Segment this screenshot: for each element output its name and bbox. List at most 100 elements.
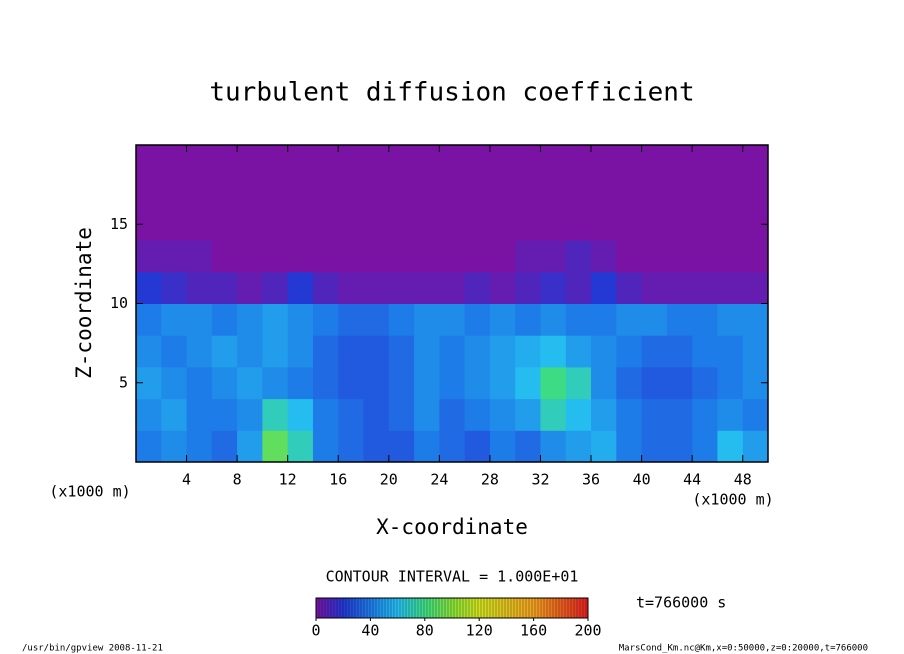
- cell: [591, 303, 617, 336]
- cell: [489, 208, 516, 241]
- cell: [388, 303, 415, 336]
- cell: [591, 145, 617, 178]
- cell: [186, 240, 213, 273]
- cell: [414, 145, 440, 178]
- cell: [161, 208, 188, 241]
- cell: [464, 176, 491, 209]
- cell: [211, 145, 238, 178]
- cell: [742, 240, 769, 273]
- cell: [489, 240, 516, 273]
- cell: [388, 366, 415, 400]
- cell: [717, 271, 744, 304]
- cell: [388, 335, 415, 368]
- cell: [464, 208, 491, 241]
- y-unit: (x1000 m): [49, 483, 130, 501]
- cell: [616, 208, 643, 241]
- cell: [565, 208, 592, 241]
- cell: [363, 145, 390, 178]
- cell: [641, 208, 668, 241]
- cell: [616, 145, 643, 178]
- cell: [439, 240, 466, 273]
- cell: [717, 303, 744, 336]
- cell: [287, 271, 314, 304]
- cell: [489, 303, 516, 336]
- cell: [186, 335, 213, 368]
- cell: [161, 145, 188, 178]
- cell: [262, 271, 289, 304]
- cell: [692, 208, 718, 241]
- cell: [666, 430, 693, 463]
- cell: [136, 303, 162, 336]
- cell: [262, 145, 289, 178]
- cell: [161, 271, 188, 304]
- cell: [464, 366, 491, 400]
- cell: [489, 366, 516, 400]
- cell: [692, 271, 718, 304]
- cell: [262, 398, 289, 431]
- x-tick-label: 20: [380, 471, 398, 489]
- time-note: t=766000 s: [636, 594, 726, 612]
- cell: [692, 398, 718, 431]
- cell: [211, 398, 238, 431]
- cell: [515, 176, 541, 209]
- cell: [237, 176, 263, 209]
- cell: [742, 176, 769, 209]
- cell: [666, 145, 693, 178]
- cell: [616, 240, 643, 273]
- cell: [439, 303, 466, 336]
- cell: [211, 430, 238, 463]
- x-tick-label: 44: [683, 471, 701, 489]
- cell: [388, 271, 415, 304]
- cell: [237, 145, 263, 178]
- cell: [565, 335, 592, 368]
- cell: [237, 240, 263, 273]
- cell: [363, 366, 390, 400]
- cell: [540, 430, 567, 463]
- cell: [666, 208, 693, 241]
- cell: [489, 430, 516, 463]
- cell: [464, 271, 491, 304]
- cell: [211, 176, 238, 209]
- cell: [565, 430, 592, 463]
- cell: [262, 303, 289, 336]
- cell: [262, 240, 289, 273]
- cell: [237, 430, 263, 463]
- cell: [414, 176, 440, 209]
- cell: [591, 335, 617, 368]
- cell: [363, 430, 390, 463]
- cell: [262, 335, 289, 368]
- cell: [540, 271, 567, 304]
- cell: [186, 271, 213, 304]
- cell: [565, 398, 592, 431]
- cell: [565, 303, 592, 336]
- cell: [414, 271, 440, 304]
- cell: [136, 430, 162, 463]
- cell: [237, 398, 263, 431]
- cell: [464, 398, 491, 431]
- cell: [439, 366, 466, 400]
- cell: [211, 271, 238, 304]
- cell: [186, 176, 213, 209]
- cell: [717, 398, 744, 431]
- cell: [388, 208, 415, 241]
- cell: [692, 335, 718, 368]
- cell: [161, 240, 188, 273]
- cell: [237, 271, 263, 304]
- cell: [262, 208, 289, 241]
- cell: [616, 303, 643, 336]
- cell: [717, 335, 744, 368]
- cell: [186, 366, 213, 400]
- cell: [262, 430, 289, 463]
- cell: [287, 303, 314, 336]
- cell: [287, 366, 314, 400]
- cell: [312, 430, 339, 463]
- cell: [136, 240, 162, 273]
- cell: [211, 303, 238, 336]
- cell: [692, 366, 718, 400]
- cell: [616, 271, 643, 304]
- colorbar-tick-label: 80: [416, 622, 434, 640]
- footer-right: MarsCond_Km.nc@Km,x=0:50000,z=0:20000,t=…: [619, 644, 868, 654]
- cell: [237, 303, 263, 336]
- cell: [237, 366, 263, 400]
